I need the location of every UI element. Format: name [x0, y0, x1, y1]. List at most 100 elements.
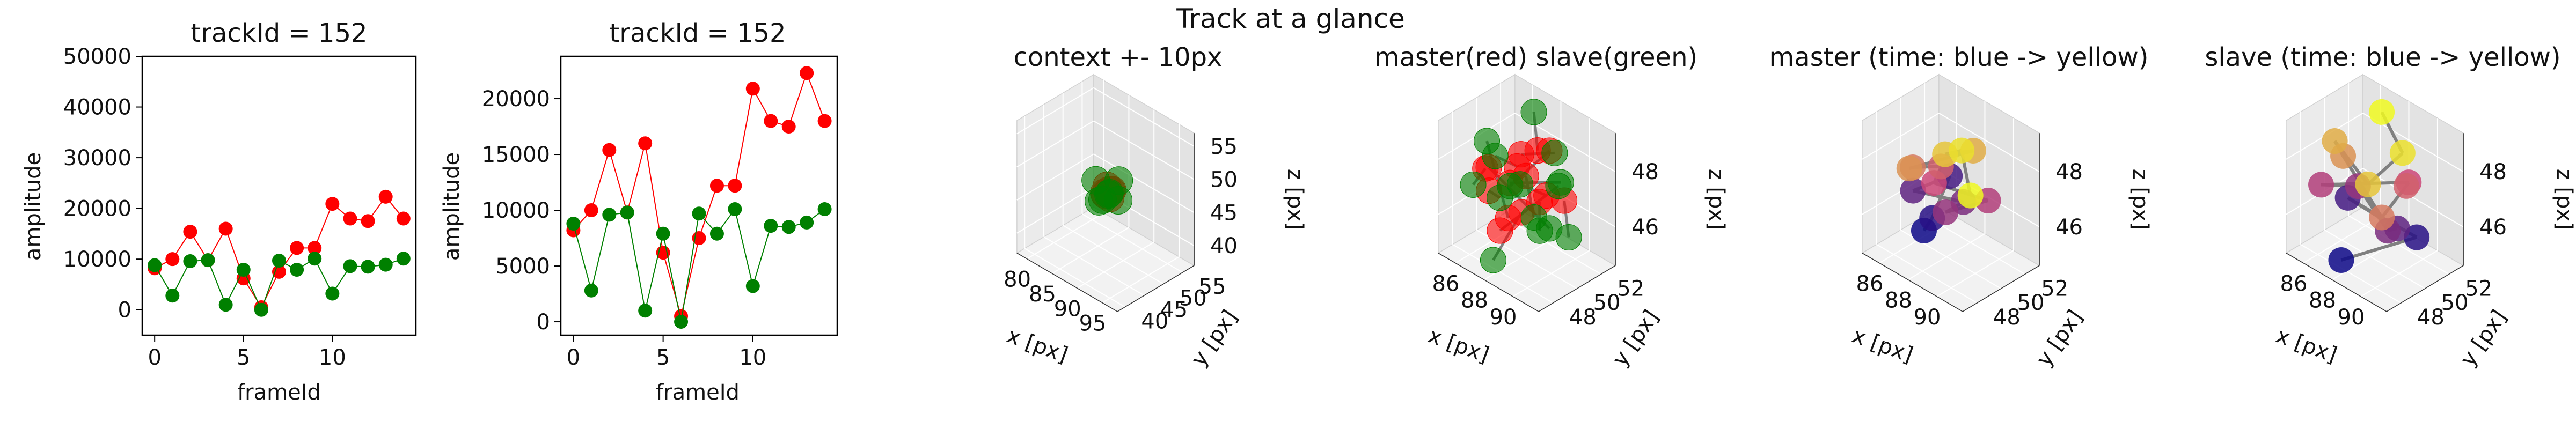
- y-tick-label: 15000: [482, 143, 550, 167]
- time-colored-point: [1900, 177, 1926, 204]
- scatter-point: [1520, 99, 1547, 125]
- grid-line: [1077, 241, 1154, 289]
- y-tick-label: 20000: [63, 197, 131, 221]
- time-colored-point: [1933, 199, 1959, 225]
- amplitude-chart-right: trackId = 152 frameId amplitude 0 5 10 0 500…: [440, 18, 838, 405]
- plot-frame: [560, 55, 838, 336]
- time-colored-point: [2369, 204, 2395, 231]
- z-tick-label: 45: [1210, 201, 1238, 225]
- scatter-point: [1507, 141, 1534, 168]
- data-point: [361, 260, 375, 274]
- data-point: [692, 206, 706, 221]
- data-point: [290, 241, 304, 255]
- x-tick-label: 86: [1856, 272, 1884, 297]
- grid-line: [1016, 87, 1094, 135]
- z-tick-label: 46: [1631, 215, 1659, 240]
- y-tick-label: 40000: [63, 95, 131, 120]
- data-point: [165, 289, 180, 303]
- scatter-point: [1541, 139, 1568, 166]
- axis-edge: [1117, 265, 1195, 312]
- y-tick-label: 10000: [63, 247, 131, 272]
- data-point: [396, 252, 411, 266]
- figure-suptitle: Track at a glance: [1176, 3, 1405, 34]
- amplitude-chart-left: trackId = 152 frameId amplitude 0 5 10 0 100…: [21, 18, 417, 405]
- x-tick-label: 86: [1432, 272, 1460, 297]
- data-point: [709, 226, 724, 241]
- x-axis-label: x [px]: [1004, 323, 1071, 368]
- data-point: [817, 114, 832, 128]
- x-tick-label: 0: [148, 345, 161, 370]
- y-tick-label: 10000: [482, 198, 550, 223]
- y-tick-label: 50000: [63, 45, 131, 69]
- time-colored-point: [2308, 172, 2334, 198]
- chart-title: trackId = 152: [609, 18, 786, 48]
- data-point: [148, 258, 162, 272]
- grid-line: [2324, 230, 2426, 289]
- z-tick-label: 46: [2055, 215, 2083, 240]
- data-point: [272, 254, 286, 268]
- chart-title: trackId = 152: [191, 18, 367, 48]
- scatter-point: [1480, 247, 1506, 273]
- x-tick-label: 95: [1079, 312, 1107, 336]
- y-tick-label: 48: [1569, 305, 1597, 330]
- x-tick-label: 90: [1914, 305, 1941, 330]
- chart-title: context +- 10px: [1014, 42, 1223, 72]
- y-tick-label: 40: [1141, 309, 1168, 334]
- x-tick-label: 88: [1461, 289, 1488, 313]
- grid-line: [1093, 87, 1195, 147]
- scatter-point: [1474, 128, 1501, 154]
- grid-line: [1016, 120, 1094, 168]
- data-point: [764, 219, 778, 233]
- chart-title: master (time: blue -> yellow): [1769, 42, 2149, 72]
- grid-line: [1016, 187, 1094, 234]
- data-point: [254, 302, 268, 317]
- data-point: [396, 211, 411, 226]
- data-point: [620, 205, 634, 220]
- data-point: [638, 304, 653, 318]
- data-point: [656, 226, 670, 241]
- y-tick-label: 50: [1593, 291, 1621, 315]
- z-axis-label: z [px]: [1283, 169, 1307, 230]
- data-point: [378, 257, 393, 272]
- scatter-point: [1547, 169, 1574, 196]
- y-tick-label: 5000: [495, 254, 550, 279]
- data-point: [325, 286, 340, 301]
- grid-line: [2348, 215, 2449, 275]
- data-point: [781, 120, 796, 134]
- data-point: [674, 315, 689, 329]
- time-colored-point: [1957, 182, 1984, 209]
- x-tick-label: 5: [237, 345, 250, 370]
- x-tick-label: 86: [2280, 272, 2308, 297]
- z-tick-label: 48: [2055, 160, 2083, 184]
- data-point: [638, 136, 653, 151]
- x-tick-label: 85: [1029, 282, 1056, 307]
- y-tick-label: 48: [1993, 305, 2021, 330]
- chart-title: slave (time: blue -> yellow): [2205, 42, 2560, 72]
- x-tick-label: 5: [656, 345, 670, 370]
- grid-line: [1452, 243, 1554, 304]
- z-tick-label: 50: [1210, 168, 1238, 193]
- axis-edge: [2386, 265, 2464, 312]
- series-line: [573, 71, 825, 316]
- grid-line: [1051, 227, 1129, 274]
- data-point: [781, 220, 796, 234]
- y-tick-label: 0: [118, 298, 131, 323]
- data-point: [584, 203, 598, 218]
- x-tick-label: 10: [739, 345, 766, 370]
- scatter-point: [1085, 187, 1114, 216]
- z-tick-label: 55: [1210, 135, 1238, 159]
- grid-line: [1016, 153, 1094, 201]
- data-point: [325, 197, 340, 211]
- grid-line: [1024, 248, 1125, 308]
- x-tick-label: 80: [1004, 268, 1031, 292]
- scatter-point: [1506, 171, 1533, 198]
- grid-line: [1093, 120, 1195, 180]
- y-tick-label: 52: [2465, 276, 2492, 301]
- plot-frame: [141, 55, 417, 336]
- grid-line: [1938, 113, 2040, 173]
- scatter-point: [1460, 171, 1487, 198]
- data-point: [602, 143, 617, 157]
- y-tick-label: 50: [2017, 291, 2045, 315]
- y-tick-label: 52: [2041, 276, 2068, 301]
- y-tick-label: 0: [537, 310, 550, 335]
